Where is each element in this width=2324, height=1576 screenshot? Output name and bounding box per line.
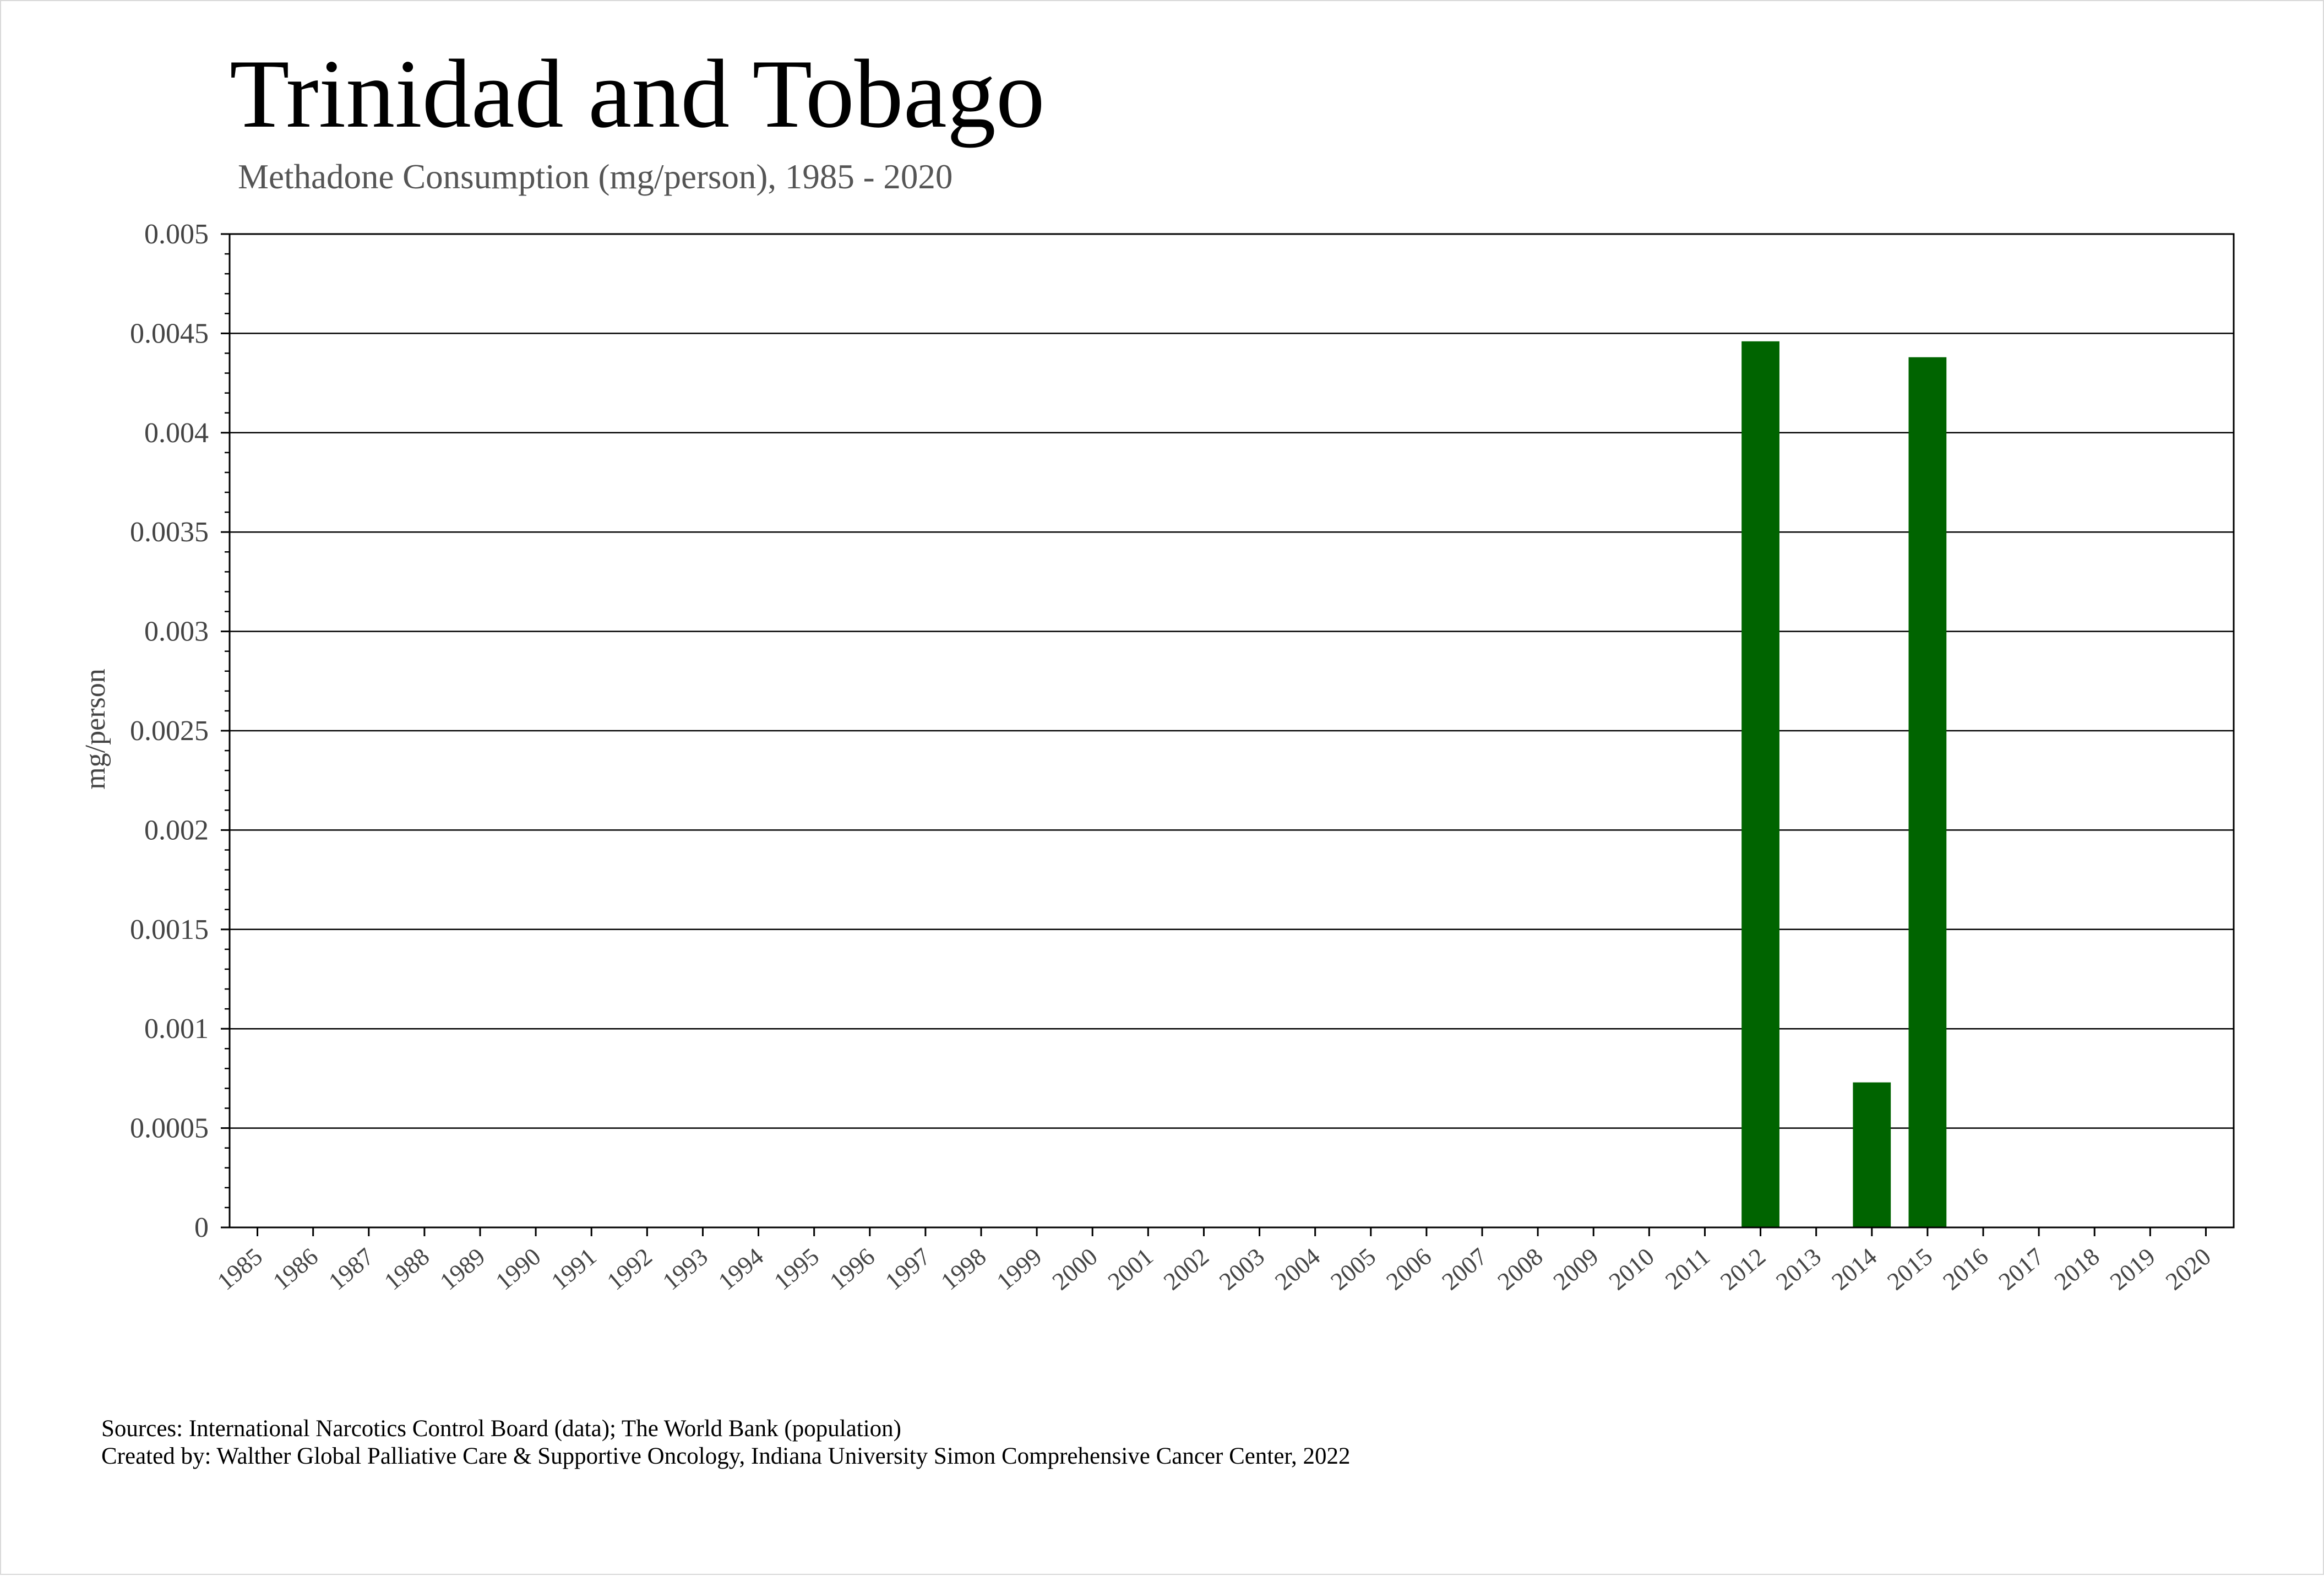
bar-2012	[1741, 341, 1779, 1227]
x-tick-label: 1988	[379, 1242, 434, 1295]
bar-2014	[1853, 1082, 1891, 1227]
x-tick-label: 1996	[824, 1242, 880, 1295]
x-tick-label: 2013	[1771, 1242, 1826, 1295]
x-tick-label: 2012	[1715, 1242, 1771, 1295]
x-tick-label: 2004	[1270, 1242, 1325, 1295]
y-tick-label: 0.0005	[130, 1113, 209, 1144]
x-tick-label: 2011	[1660, 1242, 1715, 1295]
chart-title: Trinidad and Tobago	[230, 39, 1045, 148]
y-tick-label: 0.0025	[130, 715, 209, 747]
y-tick-label: 0.001	[144, 1013, 209, 1045]
y-tick-labels: 0 0.0005 0.001 0.0015 0.002 0.0025 0.003 0.0035…	[130, 219, 209, 1243]
x-tick-label: 1995	[769, 1242, 824, 1295]
x-tick-label: 2016	[1937, 1242, 1993, 1295]
y-tick-label: 0	[194, 1212, 209, 1243]
y-axis-label: mg/person	[80, 669, 111, 790]
x-tick-label: 2003	[1214, 1242, 1270, 1295]
x-tick-label: 2017	[1993, 1242, 2049, 1295]
plot-border	[228, 233, 2235, 1229]
y-tick-label: 0.0045	[130, 318, 209, 349]
x-tick-label: 2019	[2105, 1242, 2160, 1295]
x-tick-label: 1997	[880, 1242, 935, 1295]
x-tick-label: 1994	[713, 1242, 769, 1295]
bar-2015	[1908, 357, 1947, 1227]
footer-sources: Sources: International Narcotics Control…	[101, 1416, 901, 1442]
y-tick-label: 0.005	[144, 219, 209, 250]
x-tick-label: 1990	[490, 1242, 546, 1295]
x-tick-label: 2001	[1103, 1242, 1158, 1295]
chart-subtitle: Methadone Consumption (mg/person), 1985 …	[238, 157, 953, 196]
x-tick-label: 1985	[212, 1242, 268, 1295]
x-tick-label: 1993	[657, 1242, 713, 1295]
x-tick-label: 2009	[1548, 1242, 1604, 1295]
x-tick-label: 2005	[1325, 1242, 1381, 1295]
x-tick-label: 1989	[434, 1242, 490, 1295]
y-tick-label: 0.0035	[130, 517, 209, 548]
x-tick-label: 2008	[1492, 1242, 1548, 1295]
x-tick-label: 2018	[2049, 1242, 2105, 1295]
x-tick-label: 2002	[1158, 1242, 1214, 1295]
x-tick-label: 1998	[935, 1242, 991, 1295]
y-tick-label: 0.004	[144, 417, 209, 449]
y-tick-label: 0.003	[144, 616, 209, 648]
x-tick-label: 2020	[2160, 1242, 2216, 1295]
x-tick-label: 2007	[1436, 1242, 1492, 1295]
x-tick-label: 1992	[602, 1242, 657, 1295]
y-tick-label: 0.002	[144, 814, 209, 846]
x-tick-label: 1999	[991, 1242, 1047, 1295]
footer-credit: Created by: Walther Global Palliative Ca…	[101, 1443, 1351, 1469]
x-tick-label: 2010	[1604, 1242, 1659, 1295]
axes	[221, 233, 2235, 1236]
y-tick-label: 0.0015	[130, 914, 209, 945]
x-tick-label: 1986	[268, 1242, 323, 1295]
x-tick-label: 2000	[1047, 1242, 1103, 1295]
x-tick-label: 1987	[323, 1242, 379, 1295]
bars	[1741, 341, 1947, 1227]
x-tick-label: 2015	[1882, 1242, 1937, 1295]
x-tick-labels: 1985 1986 1987 1988 1989 1990 1991 1992 1993 1994…	[212, 1242, 2216, 1295]
x-tick-label: 2014	[1826, 1242, 1882, 1295]
x-tick-label: 1991	[546, 1242, 602, 1295]
x-tick-label: 2006	[1381, 1242, 1436, 1295]
